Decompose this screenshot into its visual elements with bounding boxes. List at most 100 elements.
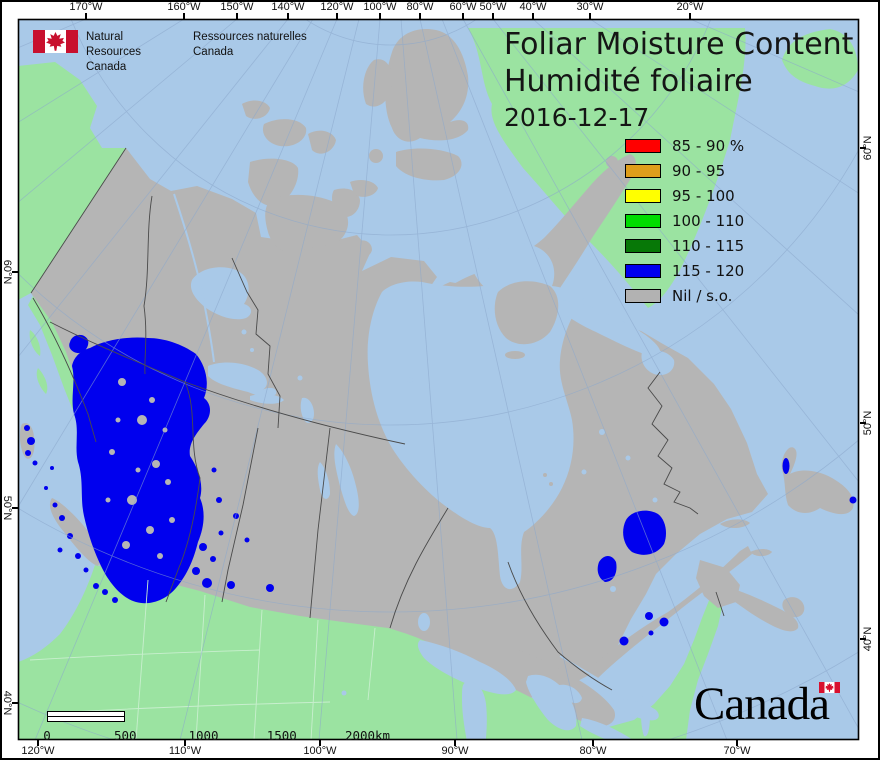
legend-row: 95 - 100 xyxy=(625,183,744,208)
axis-tick xyxy=(454,740,456,746)
axis-tick xyxy=(689,13,691,19)
axis-tick xyxy=(11,271,18,273)
scalebar-midline xyxy=(47,716,125,717)
axis-label-top: 120°W xyxy=(320,1,354,13)
axis-label-top: 30°W xyxy=(576,1,604,13)
fmc-quebec-small xyxy=(597,556,617,582)
axis-tick xyxy=(592,740,594,746)
victoria-island xyxy=(265,194,349,253)
legend-swatch xyxy=(625,213,661,228)
fmc-bc-small xyxy=(69,334,89,354)
legend-row: 100 - 110 xyxy=(625,208,744,233)
hudson-bay xyxy=(367,281,584,590)
map-frame xyxy=(17,18,860,741)
axis-tick xyxy=(462,13,464,19)
legend-label: 95 - 100 xyxy=(672,186,735,205)
axis-tick xyxy=(532,13,534,19)
logo-en-line2: Canada xyxy=(86,61,127,73)
inland-waters xyxy=(173,193,675,740)
axis-tick xyxy=(85,13,87,19)
legend-row: Nil / s.o. xyxy=(625,283,744,308)
scalebar-unit: km xyxy=(375,728,391,743)
axis-tick xyxy=(11,702,18,704)
axis-label-bottom: 70°W xyxy=(723,745,751,757)
pei xyxy=(750,549,772,557)
lake-michigan xyxy=(462,681,487,740)
great-slave-lake xyxy=(208,362,277,398)
axis-label-left: 40°N xyxy=(1,690,13,716)
title-en: Foliar Moisture Content xyxy=(504,27,854,62)
legend-label: 115 - 120 xyxy=(672,261,745,280)
greenland xyxy=(468,28,746,308)
banks-island xyxy=(248,158,299,207)
scalebar: 0 500 1000 1500 2000 km xyxy=(43,711,390,743)
ellesmere-island xyxy=(385,28,469,142)
axis-tick xyxy=(184,740,186,746)
non-canada-lands xyxy=(18,28,858,740)
lake-huron xyxy=(526,674,577,731)
great-bear-lake xyxy=(190,267,252,320)
axis-tick xyxy=(589,13,591,19)
axis-tick xyxy=(11,507,18,509)
axis-tick xyxy=(419,13,421,19)
lake-athabasca xyxy=(250,393,284,404)
nova-scotia xyxy=(726,588,799,632)
axis-label-bottom: 110°W xyxy=(168,745,202,757)
ungava-bay xyxy=(641,350,675,376)
canada-wordmark: Canada xyxy=(694,679,854,733)
legend-swatch xyxy=(625,263,661,278)
axis-tick xyxy=(319,740,321,746)
wordmark-flag-icon xyxy=(819,682,840,693)
axis-label-left: 60°N xyxy=(1,259,13,285)
scalebar-label: 500 xyxy=(113,728,137,743)
title-fr: Humidité foliaire xyxy=(504,64,753,99)
axis-label-bottom: 90°W xyxy=(441,745,469,757)
bay-islands xyxy=(494,281,559,486)
axis-label-right: 60°N xyxy=(862,135,874,161)
legend-swatch xyxy=(625,188,661,203)
legend-label: 90 - 95 xyxy=(672,161,726,180)
axis-label-top: 160°W xyxy=(167,1,201,13)
logo-text-en: Natural Resources Canada xyxy=(86,30,181,75)
axis-label-top: 40°W xyxy=(519,1,547,13)
axis-label-right: 50°N xyxy=(862,410,874,436)
axis-label-top: 100°W xyxy=(363,1,397,13)
legend-label: 100 - 110 xyxy=(672,211,745,230)
axis-tick xyxy=(379,13,381,19)
canada-flag-icon xyxy=(33,30,78,53)
legend: 85 - 90 % 90 - 95 95 - 100 100 - 110 110 - 1… xyxy=(625,133,744,308)
logo-en-line1: Natural Resources xyxy=(86,31,141,58)
alaska xyxy=(18,62,126,300)
lake-champlain xyxy=(641,691,650,737)
axis-tick xyxy=(736,740,738,746)
us-state-borders xyxy=(29,579,376,740)
vancouver-island xyxy=(49,498,101,566)
fmc-quebec-dots xyxy=(619,612,669,646)
lake-erie xyxy=(580,718,633,740)
axis-tick xyxy=(183,13,185,19)
legend-label: 110 - 115 xyxy=(672,236,745,255)
lake-winnipeg xyxy=(334,444,359,516)
axis-label-top: 20°W xyxy=(676,1,704,13)
legend-row: 115 - 120 xyxy=(625,258,744,283)
scalebar-label: 2000 xyxy=(344,728,376,743)
legend-row: 85 - 90 % xyxy=(625,133,744,158)
fmc-quebec-large xyxy=(623,510,666,555)
axis-label-top: 140°W xyxy=(271,1,305,13)
mackenzie-river xyxy=(173,193,215,363)
logo-fr-line2: Canada xyxy=(193,46,234,58)
ottawa-river xyxy=(559,655,619,691)
legend-row: 90 - 95 xyxy=(625,158,744,183)
legend-swatch xyxy=(625,163,661,178)
legend-label: Nil / s.o. xyxy=(672,286,733,305)
axis-label-top: 150°W xyxy=(220,1,254,13)
newfoundland xyxy=(781,447,854,515)
legend-row: 110 - 115 xyxy=(625,233,744,258)
greenland-east xyxy=(782,29,858,89)
axis-tick xyxy=(860,147,866,149)
scalebar-label: 0 xyxy=(43,728,51,743)
legend-swatch xyxy=(625,238,661,253)
logo-fr-line1: Ressources naturelles xyxy=(193,31,307,43)
